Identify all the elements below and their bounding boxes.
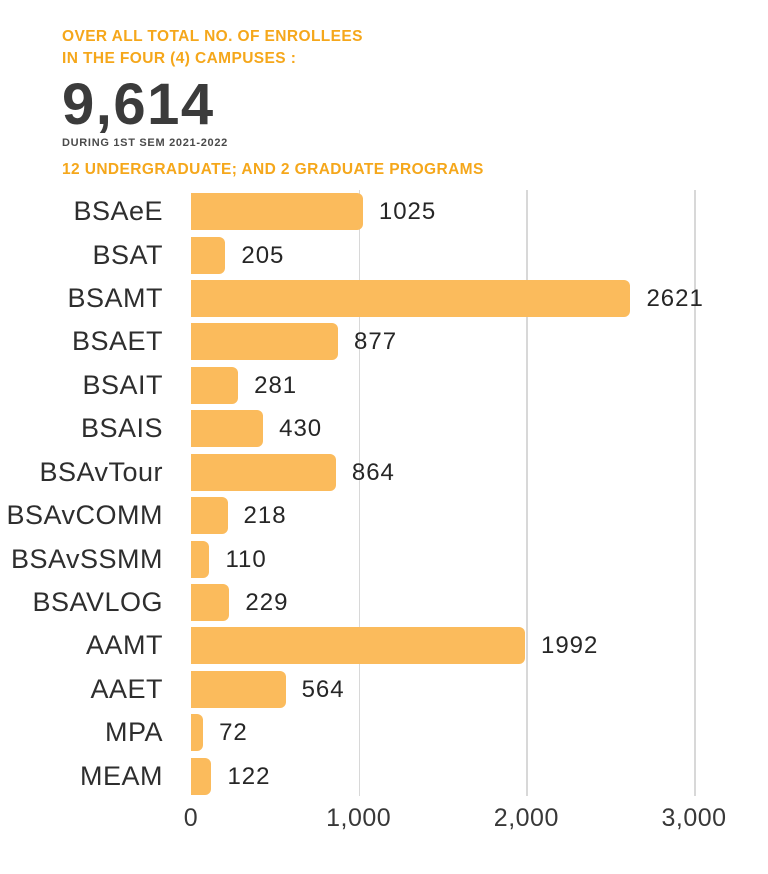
value-label: 218 <box>243 502 287 530</box>
category-label: BSAeE <box>73 196 163 227</box>
bar-track: 122 <box>177 757 768 795</box>
category-label: BSAvCOMM <box>6 500 163 531</box>
value-label: 72 <box>219 719 248 747</box>
value-label: 877 <box>354 328 398 356</box>
bar <box>191 366 239 404</box>
bar-track: 2621 <box>177 280 768 318</box>
total-enrollees-number: 9,614 <box>62 72 215 137</box>
bar-row-BSAVLOG: BSAVLOG 229 <box>0 581 768 624</box>
header: OVER ALL TOTAL NO. OF ENROLLEES IN THE F… <box>62 26 722 179</box>
bar-row-BSAvCOMM: BSAvCOMM 218 <box>0 494 768 537</box>
value-label: 430 <box>279 415 323 443</box>
bar-track: 229 <box>177 584 768 621</box>
bar <box>191 410 264 448</box>
bar-row-BSAIT: BSAIT 281 <box>0 364 768 407</box>
bar-track: 72 <box>177 714 768 752</box>
category-label: AAET <box>90 673 163 704</box>
bar <box>191 670 286 708</box>
x-tick-label-0: 0 <box>183 804 199 832</box>
bar-row-AAMT: AAMT 1992 <box>0 624 768 667</box>
enrollees-bar-chart: BSAeE 1025 BSAT 205 BSAMT 2621 BSAET 877 BSAIT 28… <box>0 190 768 840</box>
bar-row-MPA: MPA 72 <box>0 711 768 754</box>
category-label: BSAMT <box>67 283 163 314</box>
bar <box>191 453 336 491</box>
bar-row-BSAT: BSAT 205 <box>0 233 768 276</box>
bar <box>191 280 631 318</box>
value-label: 229 <box>245 589 289 616</box>
bar-track: 110 <box>177 540 768 578</box>
bar-track: 205 <box>177 236 768 274</box>
gridline-2000 <box>526 190 528 796</box>
category-label: BSAET <box>71 326 163 357</box>
category-label: BSAvTour <box>39 456 163 487</box>
x-tick-label-3000: 3,000 <box>661 804 727 832</box>
value-label: 1992 <box>540 632 599 660</box>
category-label: BSAvSSMM <box>10 543 163 574</box>
chart-title-line1: OVER ALL TOTAL NO. OF ENROLLEES <box>62 28 363 45</box>
bar-row-AAET: AAET 564 <box>0 668 768 711</box>
chart-title-line2: IN THE FOUR (4) CAMPUSES : <box>62 49 297 67</box>
bar-row-BSAMT: BSAMT 2621 <box>0 277 768 320</box>
value-label: 281 <box>254 371 298 399</box>
bar-row-BSAIS: BSAIS 430 <box>0 407 768 450</box>
value-label: 110 <box>225 545 267 573</box>
bar-rows: BSAeE 1025 BSAT 205 BSAMT 2621 BSAET 877 BSAIT 28… <box>0 190 768 798</box>
category-label: BSAVLOG <box>32 587 163 617</box>
category-label: BSAT <box>92 239 163 270</box>
bar <box>191 497 228 535</box>
category-label: AAMT <box>85 630 163 661</box>
semester-subtitle: DURING 1ST SEM 2021-2022 <box>62 137 228 149</box>
value-label: 122 <box>227 762 271 790</box>
bar <box>191 757 212 795</box>
value-label: 1025 <box>378 198 437 226</box>
value-label: 864 <box>351 458 395 486</box>
bar-track: 864 <box>177 453 768 491</box>
bar <box>191 714 204 752</box>
bar <box>191 627 525 665</box>
category-label: MEAM <box>80 760 163 791</box>
bar-track: 564 <box>177 670 768 708</box>
gridline-3000 <box>694 190 696 796</box>
category-label: MPA <box>104 717 163 748</box>
bar-track: 218 <box>177 497 768 535</box>
category-label: BSAIT <box>82 369 163 400</box>
bar <box>191 236 226 274</box>
bar-track: 430 <box>177 410 768 448</box>
bar-row-BSAET: BSAET 877 <box>0 320 768 363</box>
bar <box>191 193 363 231</box>
value-label: 2621 <box>646 285 704 313</box>
category-label: BSAIS <box>80 413 163 444</box>
bar-track: 1025 <box>177 193 768 231</box>
x-tick-label-1000: 1,000 <box>326 804 392 832</box>
bar-track: 877 <box>177 323 768 361</box>
programs-count-line: 12 UNDERGRADUATE; AND 2 GRADUATE PROGRAM… <box>62 161 484 178</box>
bar-row-MEAM: MEAM 122 <box>0 754 768 797</box>
x-tick-label-2000: 2,000 <box>493 804 559 832</box>
bar-track: 281 <box>177 366 768 404</box>
bar-row-BSAeE: BSAeE 1025 <box>0 190 768 233</box>
gridlines <box>0 190 768 798</box>
x-axis: 0 1,000 2,000 3,000 <box>0 798 768 838</box>
bar <box>191 540 210 578</box>
bar <box>191 584 230 621</box>
gridline-1000 <box>358 190 361 796</box>
bar <box>191 323 339 361</box>
bar-row-BSAvSSMM: BSAvSSMM 110 <box>0 537 768 580</box>
bar-track: 1992 <box>177 627 768 665</box>
bar-row-BSAvTour: BSAvTour 864 <box>0 451 768 494</box>
value-label: 564 <box>301 675 345 703</box>
value-label: 205 <box>241 241 285 269</box>
